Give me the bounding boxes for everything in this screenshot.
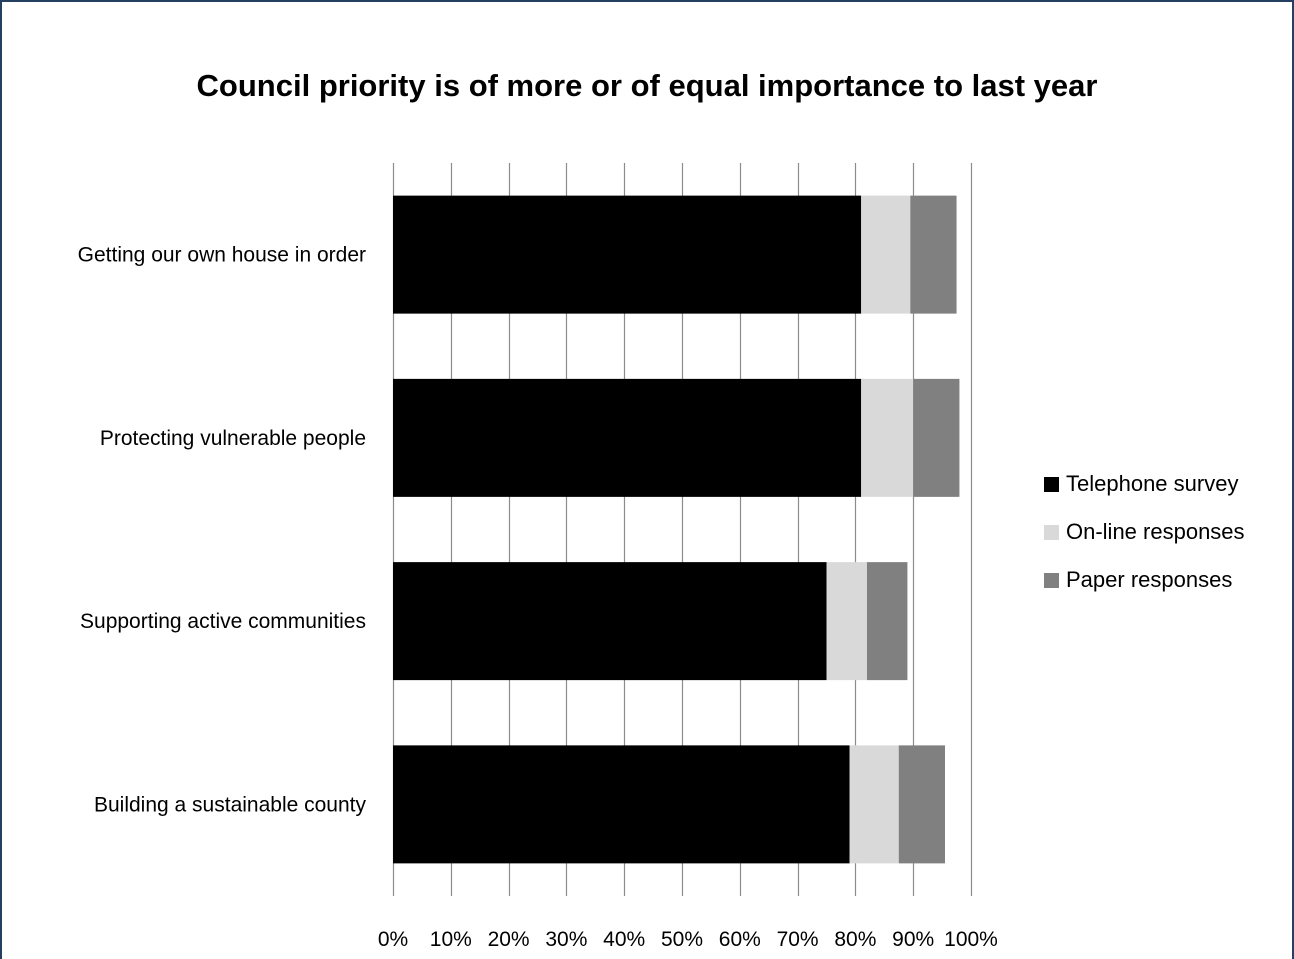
category-label: Supporting active communities — [80, 610, 366, 633]
bar-segment — [913, 378, 960, 497]
bar-segment — [393, 378, 862, 497]
legend: Telephone survey On-line responses Paper r… — [1044, 460, 1245, 604]
chart-title: Council priority is of more or of equal … — [196, 68, 1098, 103]
bar-segment — [861, 195, 911, 314]
bar-segment — [910, 195, 957, 314]
x-tick-label: 100% — [944, 928, 998, 951]
bar-segment — [898, 745, 945, 864]
legend-item: On-line responses — [1044, 508, 1245, 556]
category-label: Building a sustainable county — [94, 793, 367, 816]
x-tick-label: 90% — [892, 928, 934, 951]
legend-swatch — [1044, 572, 1059, 588]
x-tick-label: 40% — [603, 928, 645, 951]
x-tick-label: 70% — [777, 928, 819, 951]
bar-segment — [393, 745, 850, 864]
category-labels: Getting our own house in order Protecting… — [78, 244, 367, 817]
x-tick-label: 50% — [661, 928, 703, 951]
bars — [393, 195, 960, 864]
x-tick-label: 80% — [834, 928, 876, 951]
legend-label: Telephone survey — [1066, 471, 1239, 496]
legend-swatch — [1044, 476, 1059, 492]
legend-item: Telephone survey — [1044, 460, 1245, 508]
x-tick-label: 60% — [719, 928, 761, 951]
category-label: Protecting vulnerable people — [100, 427, 366, 450]
bar-segment — [866, 562, 908, 681]
x-tick-label: 0% — [378, 928, 408, 951]
bar-segment — [861, 378, 914, 497]
category-label: Getting our own house in order — [78, 244, 366, 267]
bar-segment — [849, 745, 899, 864]
legend-swatch — [1044, 524, 1059, 540]
legend-label: Paper responses — [1066, 567, 1233, 592]
x-tick-label: 10% — [430, 928, 472, 951]
x-tick-label: 20% — [488, 928, 530, 951]
legend-label: On-line responses — [1066, 519, 1245, 544]
legend-item: Paper responses — [1044, 556, 1245, 604]
x-tick-label: 30% — [545, 928, 587, 951]
bar-segment — [393, 195, 862, 314]
x-tick-labels: 0% 10% 20% 30% 40% 50% 60% 70% 80% 90% 100% — [378, 928, 998, 951]
bar-segment — [393, 562, 827, 681]
bar-segment — [826, 562, 867, 681]
